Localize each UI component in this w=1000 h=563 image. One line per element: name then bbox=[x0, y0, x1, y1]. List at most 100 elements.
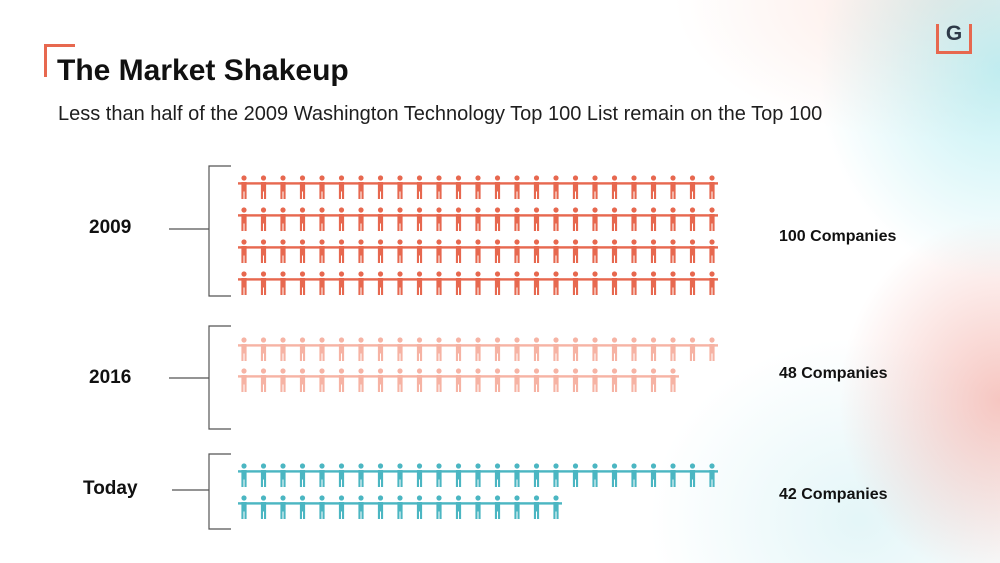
group-today bbox=[172, 453, 718, 530]
person-icon bbox=[631, 463, 637, 487]
person-icon bbox=[494, 337, 501, 361]
person-icon bbox=[514, 175, 520, 199]
person-icon bbox=[611, 463, 618, 487]
person-icon bbox=[514, 337, 520, 361]
person-icon bbox=[631, 239, 637, 263]
person-icon bbox=[338, 337, 345, 361]
person-icon bbox=[241, 337, 247, 361]
person-icon bbox=[631, 368, 637, 392]
group-bracket bbox=[208, 453, 231, 530]
person-icon bbox=[416, 239, 423, 263]
person-icon bbox=[572, 175, 579, 199]
person-icon bbox=[299, 271, 306, 295]
person-icon bbox=[572, 368, 579, 392]
person-icon bbox=[260, 337, 267, 361]
brand-logo-letter: G bbox=[945, 22, 963, 45]
person-icon bbox=[280, 463, 286, 487]
person-icon bbox=[533, 337, 540, 361]
person-icon bbox=[436, 337, 442, 361]
year-label-2016: 2016 bbox=[89, 367, 132, 388]
person-icon bbox=[553, 463, 559, 487]
person-icon bbox=[299, 337, 306, 361]
person-icon bbox=[319, 495, 325, 519]
person-icon bbox=[494, 463, 501, 487]
person-icon bbox=[338, 239, 345, 263]
person-icon bbox=[455, 368, 462, 392]
brand-logo: G bbox=[936, 22, 972, 54]
person-icon bbox=[377, 463, 384, 487]
person-icon bbox=[475, 239, 481, 263]
person-icon bbox=[338, 463, 345, 487]
group-bracket bbox=[208, 325, 231, 430]
person-icon bbox=[397, 463, 403, 487]
person-icon bbox=[241, 463, 247, 487]
person-icon bbox=[455, 463, 462, 487]
person-icon bbox=[280, 495, 286, 519]
person-icon bbox=[650, 271, 657, 295]
person-icon bbox=[553, 495, 559, 519]
person-icon bbox=[416, 463, 423, 487]
person-icon bbox=[553, 175, 559, 199]
person-icon bbox=[572, 207, 579, 231]
person-icon bbox=[514, 271, 520, 295]
person-icon bbox=[670, 463, 676, 487]
person-icon bbox=[377, 495, 384, 519]
person-icon bbox=[670, 239, 676, 263]
person-icon bbox=[260, 175, 267, 199]
person-icon bbox=[709, 207, 715, 231]
person-icon bbox=[319, 368, 325, 392]
person-icon bbox=[553, 337, 559, 361]
count-label-2009: 100 Companies bbox=[779, 228, 897, 245]
person-icon bbox=[260, 207, 267, 231]
person-icon bbox=[650, 175, 657, 199]
person-icon bbox=[650, 368, 657, 392]
person-icon bbox=[319, 207, 325, 231]
person-icon bbox=[475, 495, 481, 519]
person-icon bbox=[572, 337, 579, 361]
person-icon bbox=[631, 207, 637, 231]
group-2009 bbox=[169, 165, 718, 297]
person-icon bbox=[650, 239, 657, 263]
person-icon bbox=[533, 368, 540, 392]
person-icon bbox=[455, 271, 462, 295]
person-icon bbox=[592, 207, 598, 231]
person-icon bbox=[299, 239, 306, 263]
person-icon bbox=[455, 337, 462, 361]
person-icon bbox=[670, 207, 676, 231]
person-icon bbox=[416, 337, 423, 361]
person-icon bbox=[494, 207, 501, 231]
person-icon bbox=[709, 271, 715, 295]
person-icon bbox=[689, 337, 696, 361]
person-icon bbox=[436, 271, 442, 295]
group-2016 bbox=[169, 325, 718, 430]
person-icon bbox=[553, 368, 559, 392]
person-icon bbox=[494, 175, 501, 199]
person-icon bbox=[319, 175, 325, 199]
person-icon bbox=[338, 207, 345, 231]
person-icon bbox=[592, 239, 598, 263]
person-icon bbox=[709, 175, 715, 199]
person-icon bbox=[455, 207, 462, 231]
person-icon bbox=[553, 207, 559, 231]
person-icon bbox=[436, 368, 442, 392]
person-icon bbox=[689, 239, 696, 263]
person-icon bbox=[260, 495, 267, 519]
person-icon bbox=[533, 175, 540, 199]
person-icon bbox=[319, 271, 325, 295]
person-icon bbox=[494, 495, 501, 519]
person-icon bbox=[397, 271, 403, 295]
person-icon bbox=[475, 463, 481, 487]
person-icon bbox=[592, 175, 598, 199]
person-icon bbox=[397, 337, 403, 361]
group-bracket bbox=[208, 165, 231, 297]
person-icon bbox=[611, 271, 618, 295]
person-icon bbox=[260, 239, 267, 263]
page-title: The Market Shakeup bbox=[57, 54, 349, 87]
person-icon bbox=[650, 337, 657, 361]
person-icon bbox=[260, 271, 267, 295]
person-icon bbox=[514, 239, 520, 263]
person-icon bbox=[553, 271, 559, 295]
person-icon bbox=[397, 175, 403, 199]
person-icon bbox=[611, 239, 618, 263]
person-icon bbox=[338, 368, 345, 392]
